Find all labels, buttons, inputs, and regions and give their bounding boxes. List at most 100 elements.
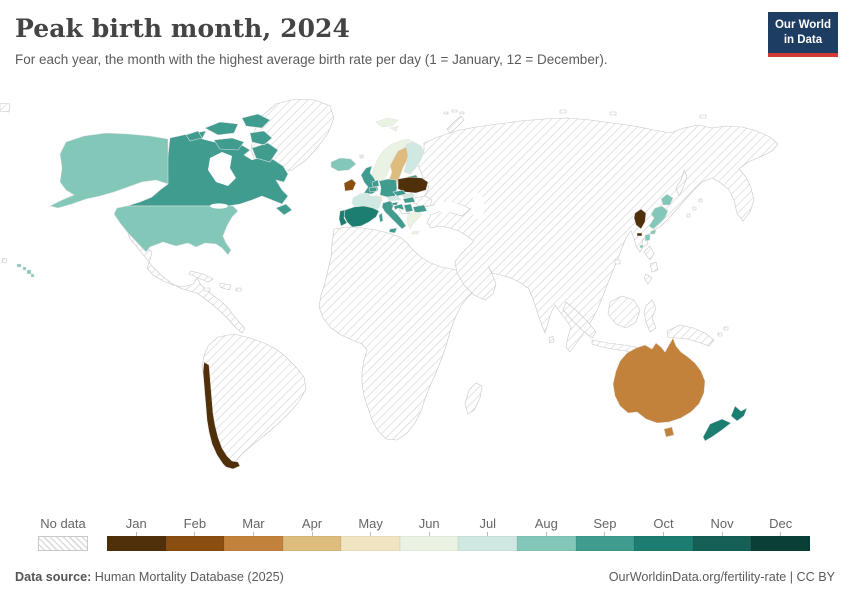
island-wrangel[interactable] [699,114,707,119]
country-croatia[interactable] [393,203,405,211]
country-finland[interactable] [403,141,425,175]
legend-month-label: Dec [769,516,793,531]
country-iceland[interactable] [330,157,357,172]
no-data-swatch[interactable] [38,536,88,551]
landmass-midway[interactable] [1,257,8,264]
island-hispaniola[interactable] [219,282,232,291]
legend-month-feb[interactable]: Feb [165,516,225,551]
legend-month-jul[interactable]: Jul [458,517,518,551]
legend-month-swatch [165,536,225,551]
landmass-chukotka-wrap[interactable] [0,102,11,113]
country-ireland[interactable] [343,178,357,192]
island-cuba[interactable] [188,270,214,283]
islands-philippines[interactable] [643,245,659,285]
island-puerto-rico[interactable] [235,287,242,292]
legend-month-swatch [751,536,810,551]
legend-month-label: Jun [418,516,440,531]
legend-tick [487,532,489,536]
country-slovakia[interactable] [401,192,416,199]
country-japan[interactable] [639,193,674,249]
legend-month-label: Mar [242,516,265,531]
country-south-korea[interactable] [633,208,647,237]
license-link[interactable]: OurWorldinData.org/fertility-rate | CC B… [608,570,835,584]
island-jamaica[interactable] [203,287,211,292]
island-sakhalin[interactable] [675,169,688,197]
country-italy[interactable] [378,200,407,234]
island-faroe[interactable] [359,154,364,159]
country-austria[interactable] [386,195,402,202]
legend-month-swatch [517,536,576,551]
legend-tick [780,532,782,536]
legend-month-sep[interactable]: Sep [575,516,635,551]
country-germany[interactable] [378,178,398,198]
country-new-zealand[interactable] [702,405,748,442]
legend-month-swatch [692,536,752,551]
country-chile[interactable] [202,361,241,470]
country-australia[interactable] [612,337,706,438]
country-spain[interactable] [343,205,380,228]
country-bulgaria[interactable] [412,204,428,214]
country-portugal[interactable] [338,209,348,227]
country-canada-newfoundland[interactable] [275,203,293,216]
landmass-africa[interactable] [318,226,482,441]
legend-month-label: Sep [593,516,617,531]
landmass-romania-region[interactable] [412,195,433,207]
legend-month-label: Oct [653,516,674,531]
island-sri-lanka[interactable] [548,335,555,344]
country-usa-mainland[interactable] [113,205,239,256]
caspian-sea [471,193,485,219]
legend-no-data[interactable]: No data [38,517,88,551]
data-source-label: Data source: [15,570,92,584]
island-borneo[interactable] [607,295,641,329]
legend-month-mar[interactable]: Mar [224,517,283,551]
owid-logo-line2: in Data [783,33,823,46]
legend-month-swatch [341,536,400,551]
owid-logo-line1: Our World [774,19,831,31]
legend-month-swatch [224,536,283,551]
legend-month-jun[interactable]: Jun [399,516,459,551]
island-sumatra[interactable] [562,301,597,339]
country-usa-hawaii[interactable] [16,263,35,278]
legend-month-may[interactable]: May [341,517,400,551]
legend-month-oct[interactable]: Oct [634,517,693,551]
page-title: Peak birth month, 2024 [15,14,351,43]
legend-month-jan[interactable]: Jan [107,517,166,551]
world-map[interactable] [0,95,850,505]
country-serbia[interactable] [403,203,414,213]
island-new-guinea[interactable] [666,324,715,347]
legend-month-dec[interactable]: Dec [751,517,810,551]
island-hainan[interactable] [614,259,621,265]
legend-tick [604,532,606,536]
country-greece[interactable] [406,211,423,235]
legend-tick [662,532,664,536]
country-slovenia[interactable] [391,201,399,206]
legend-month-aug[interactable]: Aug [517,517,576,551]
legend-month-label: Aug [534,516,558,531]
island-novaya-zemlya[interactable] [446,115,465,134]
data-regions [16,113,748,470]
landmass-eurasia[interactable] [417,117,779,353]
island-new-siberian[interactable] [609,111,617,116]
island-sulawesi[interactable] [643,299,657,333]
country-usa-alaska[interactable] [49,132,169,209]
owid-logo[interactable]: Our World in Data [767,12,838,57]
country-canada-arctic-islands[interactable] [185,113,279,163]
country-poland[interactable] [397,176,429,194]
country-hungary[interactable] [402,196,416,204]
legend-month-nov[interactable]: Nov [692,517,752,551]
legend-month-swatch [458,536,518,551]
island-franz-josef[interactable] [443,109,465,115]
legend-tick [721,532,723,536]
islands-melanesia[interactable] [717,326,729,337]
country-svalbard[interactable] [375,117,399,132]
islands-kuril[interactable] [686,198,703,218]
island-severnaya[interactable] [559,109,567,114]
island-madagascar[interactable] [464,382,483,415]
country-belgium[interactable] [368,186,378,193]
island-java[interactable] [591,339,637,353]
chart-footer: Data source: Human Mortality Database (2… [15,570,835,584]
legend-month-apr[interactable]: Apr [282,517,342,551]
legend-month-label: Feb [183,516,207,531]
country-netherlands[interactable] [371,179,380,188]
